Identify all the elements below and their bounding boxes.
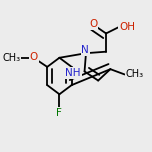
Text: CH₃: CH₃ [2, 53, 20, 63]
Text: O: O [89, 19, 97, 29]
Text: NH: NH [66, 68, 81, 78]
Text: F: F [57, 108, 62, 118]
Text: CH₃: CH₃ [125, 69, 144, 79]
Text: O: O [29, 52, 38, 62]
Text: OH: OH [119, 22, 135, 32]
Text: N: N [81, 45, 89, 55]
